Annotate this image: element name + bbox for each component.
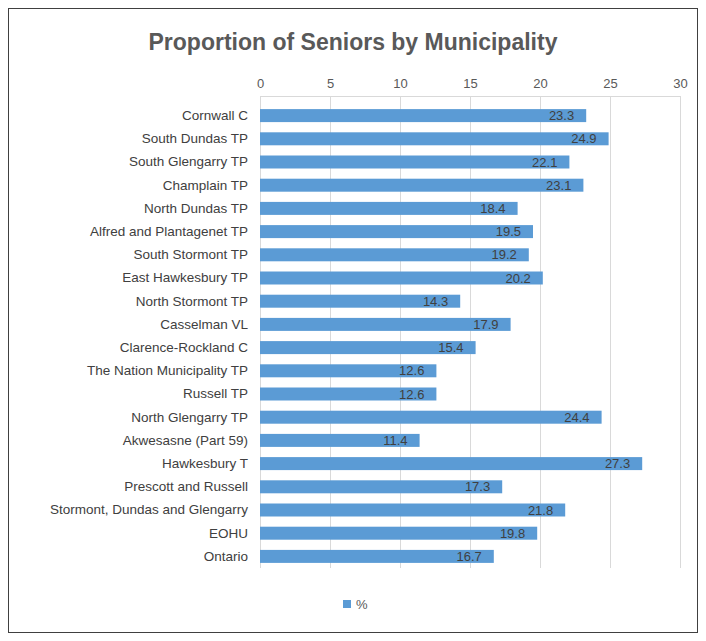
data-label: 21.8 — [528, 503, 553, 518]
category-label: East Hawkesbury TP — [122, 270, 248, 285]
tick: South Glengarry TP — [129, 154, 258, 169]
tick: Clarence-Rockland C — [120, 340, 258, 355]
data-label: 22.1 — [532, 155, 557, 170]
bar — [260, 457, 642, 470]
tick: Champlain TP — [163, 178, 258, 193]
bar — [260, 248, 529, 261]
tick: 30 — [673, 76, 687, 568]
bar — [260, 109, 586, 122]
data-label: 27.3 — [605, 456, 630, 471]
data-label: 12.6 — [399, 363, 424, 378]
tick-label: 10 — [393, 76, 407, 91]
tick: 25 — [603, 76, 617, 568]
tick-label: 30 — [673, 76, 687, 91]
tick: North Glengarry TP — [131, 410, 258, 425]
data-label: 15.4 — [438, 340, 463, 355]
tick: Hawkesbury T — [162, 456, 258, 471]
tick: East Hawkesbury TP — [122, 270, 258, 285]
category-label: North Stormont TP — [136, 294, 248, 309]
data-labels: 23.3 24.9 22.1 23.1 18.4 19.5 19.2 20.2 14.3 17.9… — [383, 108, 630, 564]
data-label: 11.4 — [383, 433, 407, 448]
category-label: Prescott and Russell — [124, 479, 248, 494]
axis-line — [261, 97, 681, 569]
category-label: Hawkesbury T — [162, 456, 248, 471]
tick-label: 5 — [327, 76, 334, 91]
tick: North Dundas TP — [144, 201, 258, 216]
tick: Casselman VL — [160, 317, 258, 332]
x-axis: 0 5 10 15 20 25 30 — [257, 76, 688, 568]
tick: Ontario — [204, 549, 258, 564]
tick-label: 20 — [533, 76, 547, 91]
data-label: 12.6 — [399, 387, 424, 402]
bar — [260, 272, 543, 285]
data-label: 14.3 — [423, 294, 448, 309]
category-label: EOHU — [209, 526, 248, 541]
category-label: South Dundas TP — [142, 131, 248, 146]
tick: North Stormont TP — [136, 294, 258, 309]
category-label: South Stormont TP — [133, 247, 248, 262]
tick: Prescott and Russell — [124, 479, 258, 494]
data-label: 20.2 — [505, 271, 530, 286]
grid-line — [610, 96, 611, 568]
bar — [260, 156, 569, 169]
tick-label: 0 — [257, 76, 264, 91]
data-label: 23.3 — [549, 108, 574, 123]
category-label: Akwesasne (Part 59) — [123, 433, 248, 448]
category-label: Casselman VL — [160, 317, 248, 332]
tick: South Stormont TP — [133, 247, 258, 262]
bar — [260, 132, 609, 145]
bar — [260, 179, 583, 192]
bar — [260, 225, 533, 238]
tick: The Nation Municipality TP — [87, 363, 258, 378]
y-axis: Cornwall C South Dundas TP South Glengarry… — [50, 108, 258, 564]
category-label: Alfred and Plantagenet TP — [90, 224, 248, 239]
data-label: 17.3 — [465, 479, 490, 494]
category-label: Russell TP — [183, 386, 248, 401]
bar — [260, 202, 518, 215]
chart-frame — [9, 9, 698, 633]
category-label: Cornwall C — [182, 108, 248, 123]
category-label: North Dundas TP — [144, 201, 248, 216]
category-label: Ontario — [204, 549, 248, 564]
category-label: South Glengarry TP — [129, 154, 248, 169]
data-label: 19.2 — [491, 247, 516, 262]
bars — [260, 109, 642, 563]
category-label: Champlain TP — [163, 178, 248, 193]
tick: Russell TP — [183, 386, 258, 401]
data-label: 19.5 — [496, 224, 521, 239]
tick-label: 25 — [603, 76, 617, 91]
bar — [260, 504, 565, 517]
legend-swatch — [343, 600, 351, 608]
data-label: 17.9 — [473, 317, 498, 332]
bar — [260, 411, 602, 424]
legend: % — [343, 597, 368, 612]
data-label: 23.1 — [546, 178, 571, 193]
category-label: The Nation Municipality TP — [87, 363, 248, 378]
data-label: 18.4 — [480, 201, 505, 216]
tick: Alfred and Plantagenet TP — [90, 224, 258, 239]
data-label: 19.8 — [500, 526, 525, 541]
category-label: Stormont, Dundas and Glengarry — [50, 502, 248, 517]
tick: South Dundas TP — [142, 131, 258, 146]
chart: Proportion of Seniors by Municipality 0 5 1… — [0, 0, 706, 641]
data-label: 16.7 — [456, 549, 481, 564]
tick-label: 15 — [463, 76, 477, 91]
grid-line — [680, 96, 681, 568]
category-label: North Glengarry TP — [131, 410, 248, 425]
tick: 20 — [533, 76, 547, 568]
data-label: 24.4 — [564, 410, 589, 425]
tick: Akwesasne (Part 59) — [123, 433, 258, 448]
bar — [260, 527, 537, 540]
tick: Cornwall C — [182, 108, 258, 123]
legend-label: % — [356, 597, 368, 612]
tick: EOHU — [209, 526, 258, 541]
data-label: 24.9 — [571, 131, 596, 146]
chart-title: Proportion of Seniors by Municipality — [149, 29, 558, 55]
tick: Stormont, Dundas and Glengarry — [50, 502, 258, 517]
category-label: Clarence-Rockland C — [120, 340, 249, 355]
